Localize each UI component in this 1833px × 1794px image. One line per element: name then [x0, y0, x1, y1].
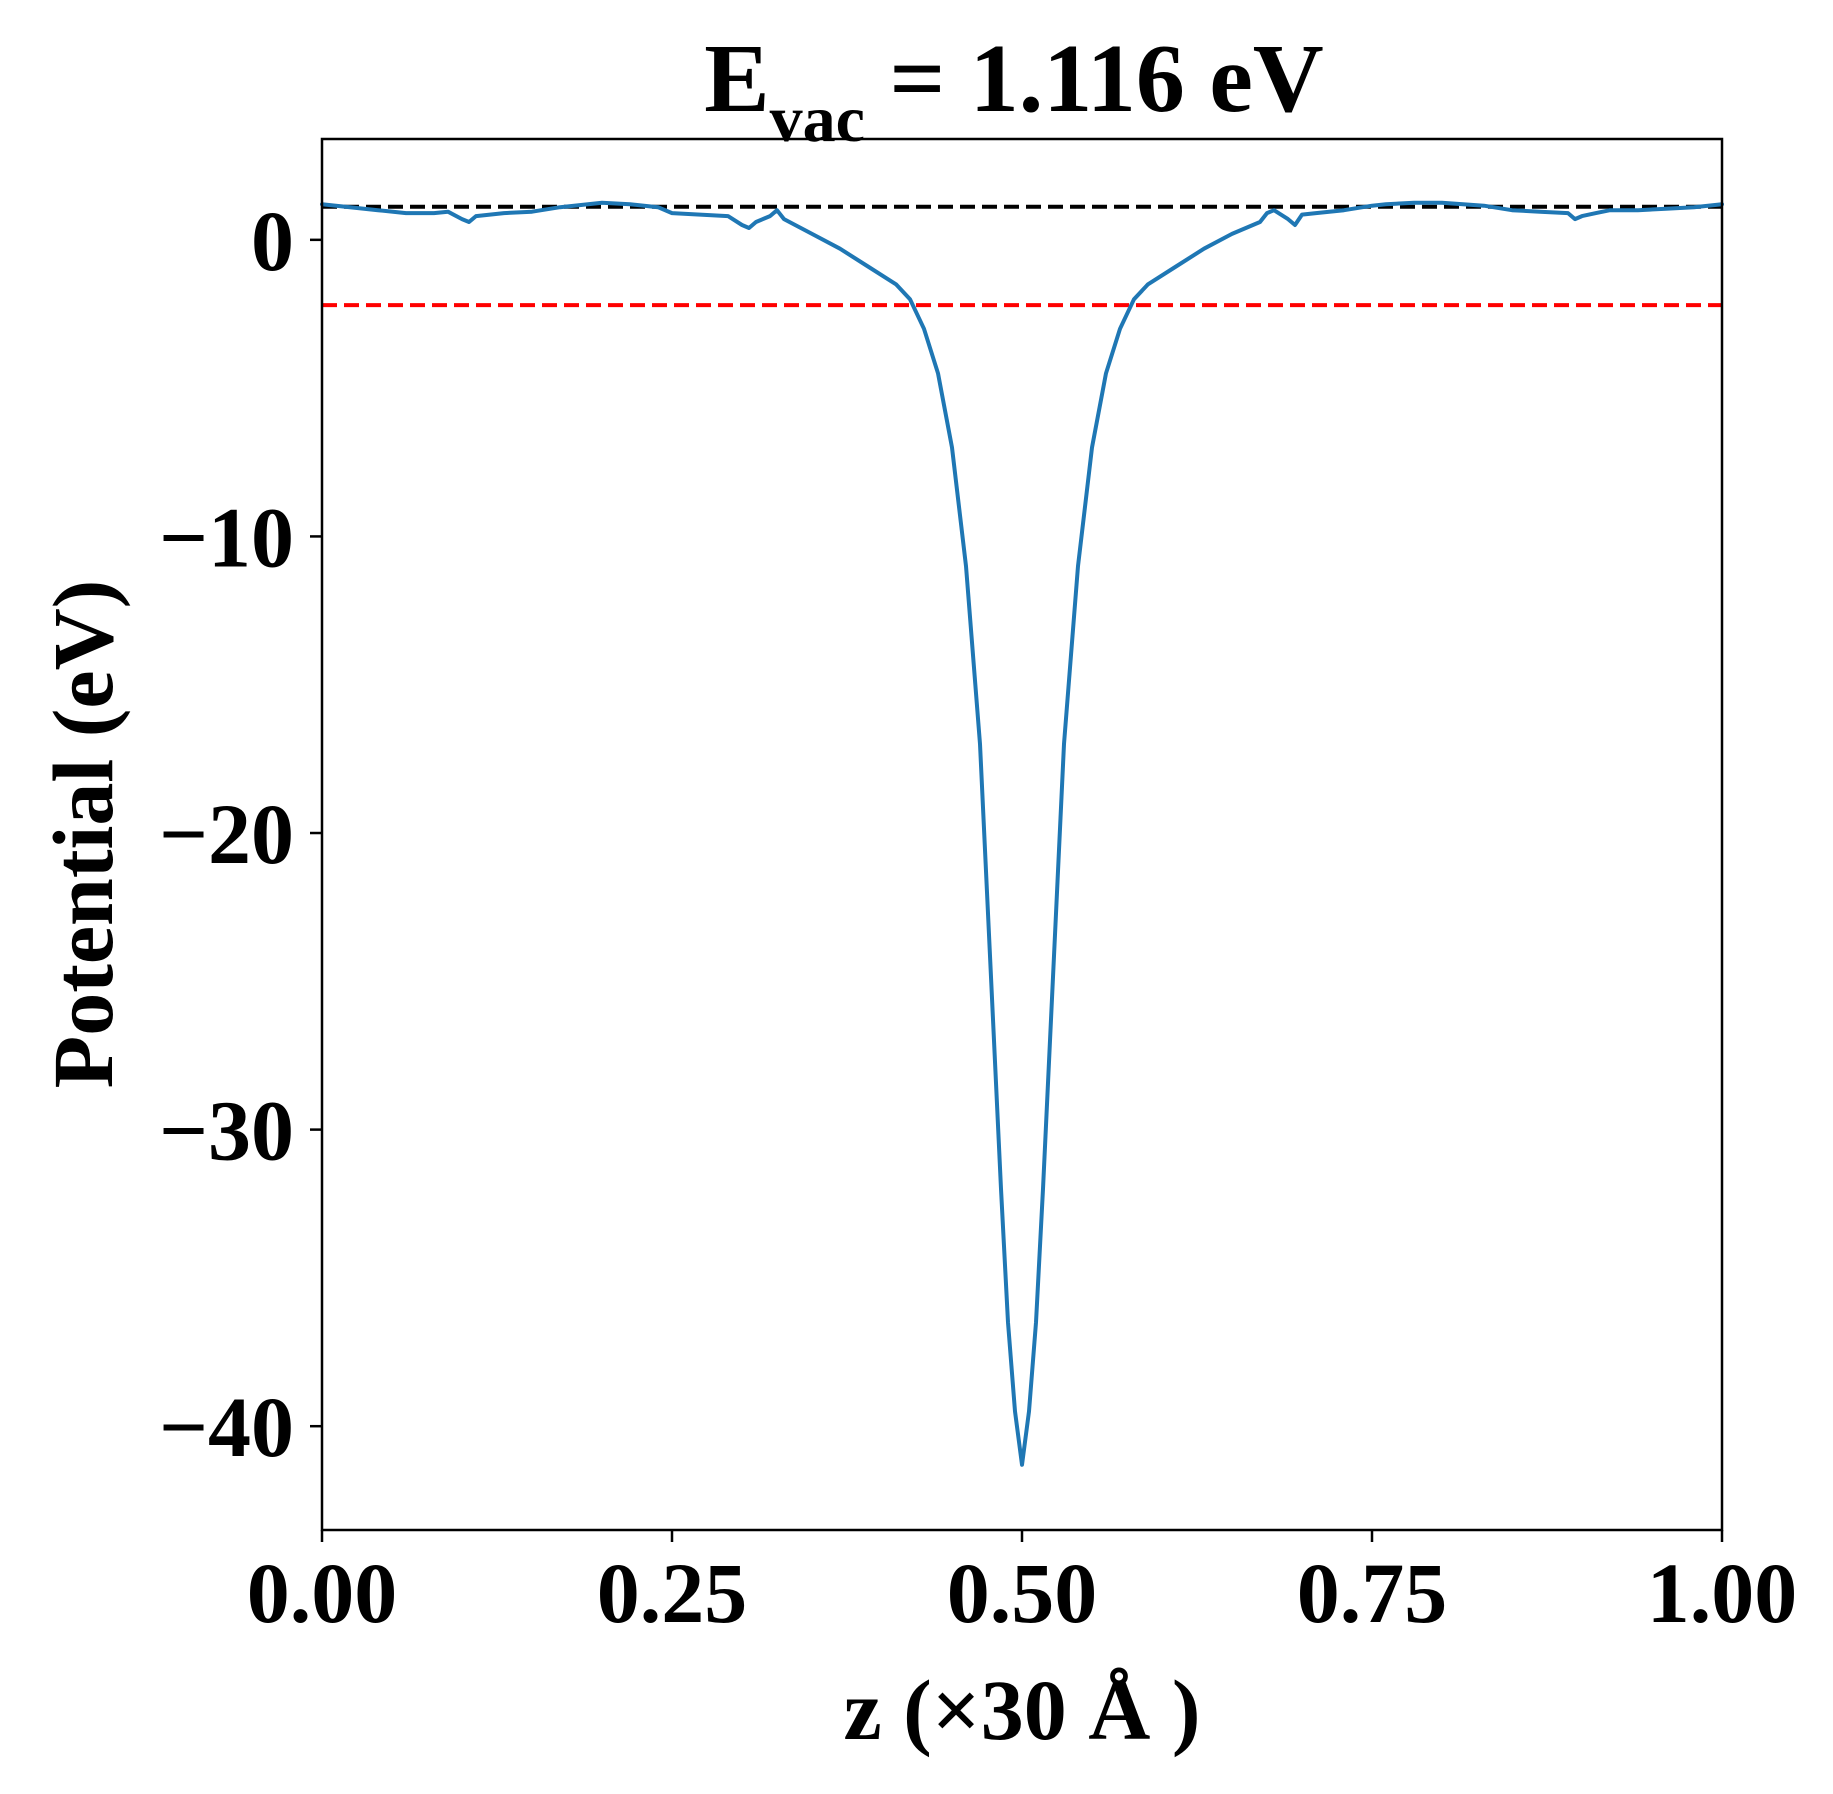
chart-title-main: E — [704, 25, 769, 133]
y-tick-label: −10 — [159, 489, 294, 585]
series-line-0 — [320, 200, 1724, 1467]
chart-title-rest: = 1.116 eV — [865, 25, 1324, 133]
x-axis-label: z (×30 Å ) — [843, 1662, 1200, 1758]
x-tick-label: 0.25 — [597, 1545, 748, 1641]
x-tick-label: 1.00 — [1647, 1545, 1798, 1641]
y-axis-ticks: 0 −10 −20 −30 −40 — [159, 193, 322, 1475]
x-tick-label: 0.00 — [247, 1545, 398, 1641]
x-axis-ticks: 0.00 0.25 0.50 0.75 1.00 — [247, 1530, 1798, 1641]
x-tick-label: 0.75 — [1297, 1545, 1448, 1641]
y-tick-label: −30 — [159, 1083, 294, 1179]
y-tick-label: −40 — [159, 1379, 294, 1475]
chart-title-subscript: vac — [770, 83, 865, 156]
y-axis-label: Potential (eV) — [35, 580, 131, 1089]
y-tick-label: 0 — [251, 193, 294, 289]
data-series — [320, 200, 1724, 1467]
x-tick-label: 0.50 — [947, 1545, 1098, 1641]
y-tick-label: −20 — [159, 786, 294, 882]
chart-title: Evac = 1.116 eV — [704, 25, 1323, 156]
